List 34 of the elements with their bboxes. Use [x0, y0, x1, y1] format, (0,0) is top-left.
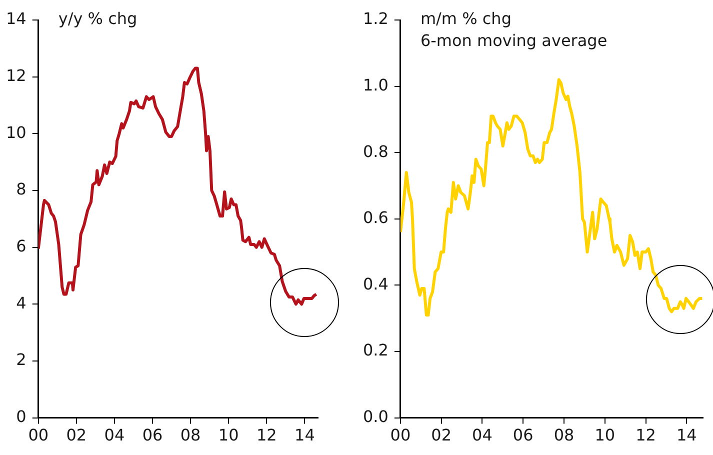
x-tick-label: 00: [28, 426, 49, 445]
x-tick-label: 12: [636, 426, 656, 445]
y-tick-label: 12: [6, 66, 26, 85]
y-tick-label: 0.2: [362, 340, 388, 360]
y-tick-label: 0.8: [362, 142, 388, 161]
x-tick-label: 12: [256, 426, 277, 445]
x-tick-label: 10: [218, 426, 239, 445]
x-tick-label: 04: [472, 426, 492, 445]
chart-title: y/y % chg: [58, 9, 138, 28]
chart-title: m/m % chg: [420, 9, 512, 28]
y-tick-label: 4: [16, 293, 26, 312]
x-tick-label: 08: [180, 426, 201, 445]
y-tick-label: 6: [16, 236, 26, 256]
x-tick-label: 00: [390, 426, 411, 445]
x-tick-label: 06: [142, 426, 163, 445]
y-tick-label: 0: [16, 406, 26, 426]
x-tick-label: 02: [66, 426, 87, 445]
x-tick-label: 14: [294, 426, 315, 445]
y-tick-label: 8: [16, 180, 26, 199]
x-tick-label: 08: [554, 426, 574, 445]
x-tick-label: 14: [676, 426, 697, 445]
text: 6-mon moving average: [420, 31, 608, 50]
y-tick-label: 1.0: [362, 75, 388, 94]
x-tick-label: 06: [512, 426, 534, 445]
y-tick-label: 0.0: [362, 406, 388, 426]
y-tick-label: 0.4: [362, 274, 388, 294]
y-tick-label: 0.6: [362, 208, 388, 228]
x-tick-label: 10: [594, 426, 616, 445]
x-tick-label: 04: [104, 426, 125, 445]
y-tick-label: 1.2: [362, 9, 388, 28]
x-tick-label: 02: [431, 426, 452, 445]
y-tick-label: 10: [6, 122, 26, 142]
y-tick-label: 14: [6, 9, 26, 28]
y-tick-label: 2: [16, 350, 26, 370]
